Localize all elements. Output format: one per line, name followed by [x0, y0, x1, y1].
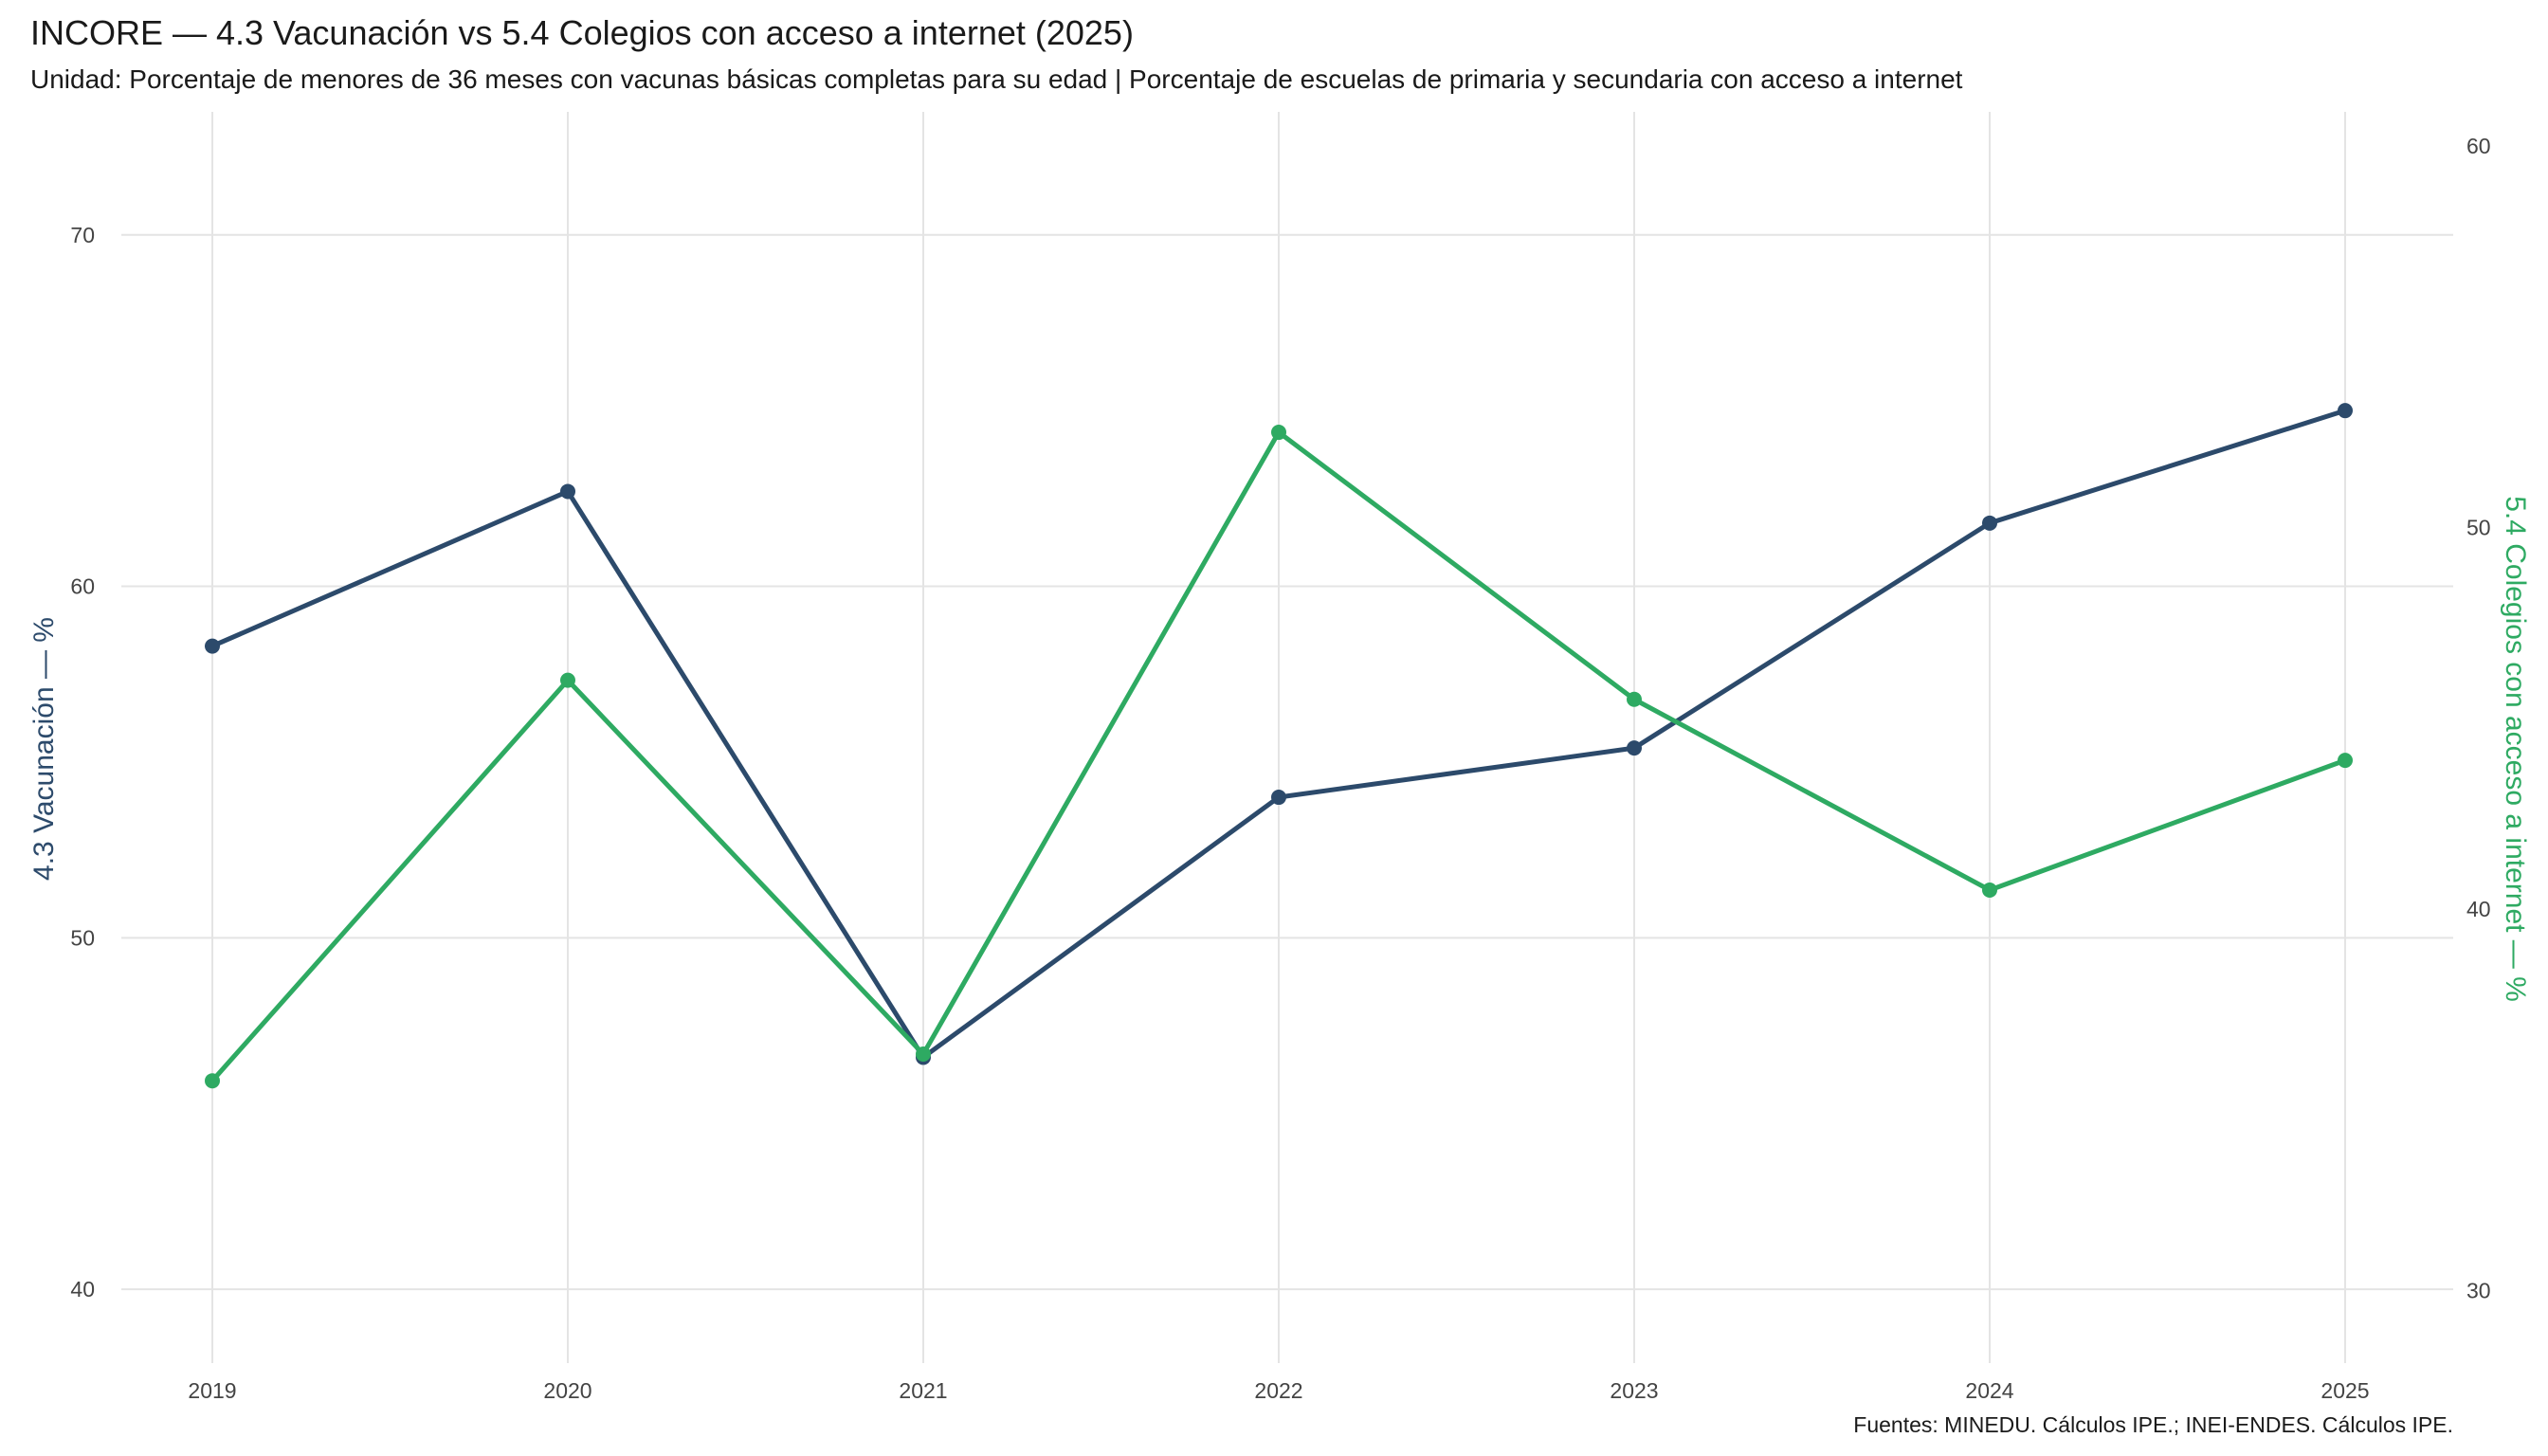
data-point-right: [205, 1073, 220, 1089]
data-point-left: [1627, 740, 1642, 756]
right-tick-label: 50: [2466, 516, 2491, 540]
series-layer: [205, 403, 2353, 1089]
chart-subtitle: Unidad: Porcentaje de menores de 36 mese…: [30, 64, 1963, 94]
data-point-left: [2338, 403, 2353, 419]
x-tick-label: 2019: [188, 1378, 236, 1403]
x-tick-label: 2025: [2320, 1378, 2369, 1403]
data-point-right: [560, 672, 575, 688]
x-tick-label: 2020: [543, 1378, 592, 1403]
left-tick-label: 60: [70, 574, 95, 599]
data-point-left: [560, 483, 575, 500]
x-tick-label: 2023: [1610, 1378, 1658, 1403]
data-point-right: [1627, 691, 1642, 707]
data-point-left: [1271, 790, 1286, 806]
right-tick-label: 30: [2466, 1279, 2491, 1303]
data-point-left: [1982, 515, 1997, 531]
data-point-left: [205, 638, 220, 654]
left-tick-label: 50: [70, 925, 95, 950]
data-point-right: [2338, 753, 2353, 769]
right-tick-label: 40: [2466, 897, 2491, 921]
data-point-right: [1271, 425, 1286, 441]
right-axis-title: 5.4 Colegios con acceso a internet — %: [2500, 496, 2531, 1002]
x-tick-label: 2024: [1965, 1378, 2013, 1403]
tick-labels: 2019 2020 2021 2022 2023 2024 2025 40 50 60 70 30 40…: [70, 134, 2490, 1403]
left-tick-label: 40: [70, 1277, 95, 1301]
grid-lines: [121, 112, 2453, 1363]
x-tick-label: 2022: [1254, 1378, 1302, 1403]
x-tick-label: 2021: [899, 1378, 947, 1403]
chart-title: INCORE — 4.3 Vacunación vs 5.4 Colegios …: [30, 13, 1134, 52]
data-point-right: [916, 1046, 931, 1063]
data-point-right: [1982, 882, 1997, 898]
source-note: Fuentes: MINEDU. Cálculos IPE.; INEI-END…: [1853, 1412, 2453, 1437]
left-tick-label: 70: [70, 223, 95, 247]
left-axis-title: 4.3 Vacunación — %: [28, 617, 60, 881]
right-tick-label: 60: [2466, 134, 2491, 158]
